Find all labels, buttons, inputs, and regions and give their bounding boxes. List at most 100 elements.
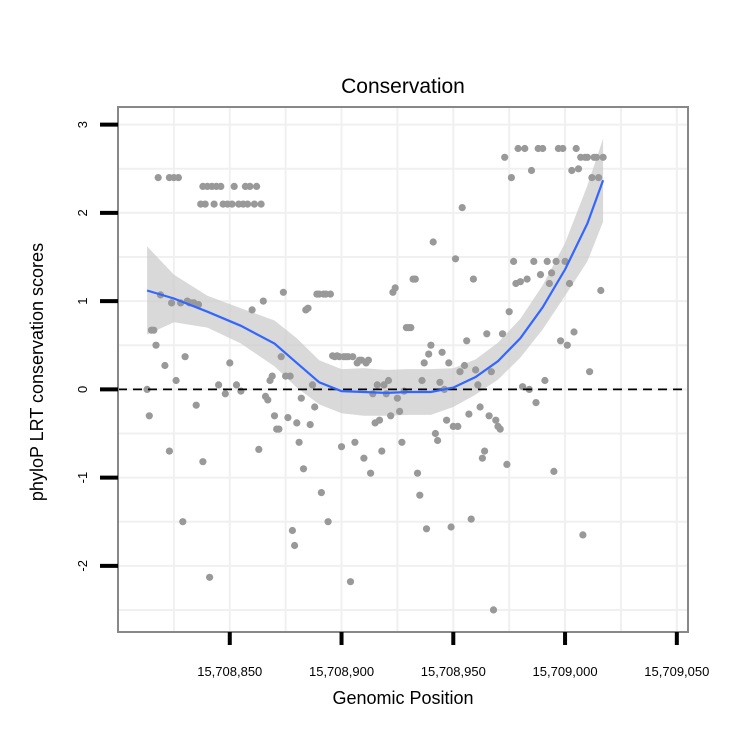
data-point — [523, 275, 531, 283]
data-point — [143, 385, 151, 393]
data-point — [597, 286, 605, 295]
data-point — [277, 353, 285, 361]
data-point — [505, 308, 513, 316]
data-point — [317, 489, 325, 497]
data-point — [434, 436, 442, 445]
data-point — [297, 394, 305, 402]
data-point — [507, 174, 515, 182]
data-point — [284, 414, 292, 422]
data-point — [150, 326, 158, 334]
data-point — [416, 491, 424, 499]
data-point — [217, 182, 225, 190]
data-point — [210, 200, 218, 208]
data-point — [465, 410, 473, 418]
data-point — [161, 361, 169, 370]
data-point — [304, 304, 312, 312]
x-tick-label: 15,708,850 — [197, 664, 262, 679]
data-point — [299, 465, 308, 473]
data-point — [380, 381, 388, 389]
data-point — [565, 279, 574, 288]
data-point — [592, 153, 601, 161]
data-point — [286, 372, 294, 380]
data-point — [268, 372, 276, 380]
data-point — [545, 279, 554, 288]
data-point — [387, 412, 395, 420]
plot-frame — [117, 106, 689, 633]
data-point — [326, 290, 334, 298]
y-tick-label: -2 — [75, 560, 90, 572]
data-point — [539, 144, 547, 153]
data-point — [492, 416, 500, 424]
data-point — [264, 396, 272, 404]
data-point — [215, 381, 223, 389]
data-point — [516, 278, 525, 286]
data-point — [559, 144, 567, 153]
x-axis-title: Genomic Position — [332, 688, 473, 708]
data-point — [474, 381, 482, 389]
data-point — [228, 200, 236, 208]
smooth-line — [146, 179, 605, 395]
data-point — [478, 454, 486, 462]
data-point — [427, 341, 435, 349]
data-point — [588, 174, 596, 182]
data-point — [456, 368, 464, 376]
data-point — [536, 271, 545, 279]
data-point — [181, 353, 189, 361]
y-tick-label: 2 — [75, 209, 90, 216]
data-point — [418, 376, 426, 385]
data-point — [378, 447, 386, 455]
chart-title: Conservation — [341, 75, 465, 98]
data-point — [152, 341, 160, 349]
data-point — [311, 403, 319, 411]
data-point — [413, 469, 422, 477]
data-point — [375, 416, 384, 424]
data-point — [199, 458, 207, 466]
data-point — [541, 376, 549, 385]
confidence-band — [147, 138, 604, 416]
data-point — [306, 421, 314, 429]
data-point — [481, 447, 489, 455]
data-point — [145, 412, 153, 420]
confidence-band-area — [147, 138, 604, 416]
data-point — [259, 297, 267, 305]
data-point — [503, 460, 511, 468]
data-point — [398, 438, 406, 446]
data-point — [246, 182, 254, 190]
data-point — [337, 443, 346, 451]
data-point — [360, 454, 368, 462]
data-point — [570, 328, 578, 336]
x-tick-label: 15,709,000 — [533, 664, 598, 679]
data-point — [396, 407, 404, 415]
data-point — [579, 531, 587, 539]
data-point — [364, 356, 372, 364]
data-point — [230, 182, 238, 190]
y-axis-title: phyloP LRT conservation scores — [27, 243, 47, 501]
data-point — [438, 348, 446, 356]
data-point — [291, 541, 299, 550]
data-point — [425, 350, 433, 358]
data-point — [454, 422, 462, 430]
data-point — [275, 425, 283, 433]
data-point — [443, 416, 451, 424]
data-point — [563, 341, 571, 349]
data-point — [226, 359, 234, 367]
data-point — [367, 469, 375, 477]
data-point — [420, 359, 428, 367]
data-point — [250, 200, 258, 208]
data-point — [346, 578, 355, 586]
data-point — [429, 238, 437, 246]
data-point — [431, 429, 439, 438]
y-tick-label: 3 — [75, 121, 90, 128]
data-point — [447, 523, 455, 531]
data-point — [463, 337, 471, 345]
data-point — [557, 337, 565, 345]
data-point — [165, 447, 173, 455]
data-point — [458, 204, 466, 212]
data-point — [174, 174, 182, 182]
data-point — [257, 200, 265, 208]
data-point — [451, 255, 460, 263]
data-point — [586, 368, 594, 376]
data-point — [469, 275, 477, 283]
data-point — [192, 401, 200, 409]
